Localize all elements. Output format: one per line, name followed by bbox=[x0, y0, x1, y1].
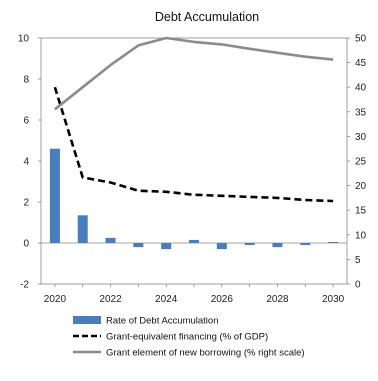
y2-tick-label: 0 bbox=[355, 280, 361, 291]
y-tick-label: 6 bbox=[23, 116, 29, 127]
line-grant-element bbox=[54, 36, 334, 111]
y-tick-label: 2 bbox=[23, 198, 29, 209]
bar-debt-accumulation bbox=[300, 243, 311, 246]
y2-tick-label: 50 bbox=[355, 34, 367, 45]
y-tick-label: 0 bbox=[23, 239, 29, 250]
y-tick-label: 8 bbox=[23, 75, 29, 86]
plot-frame bbox=[40, 37, 348, 285]
bar-debt-accumulation bbox=[216, 243, 227, 250]
plot-area: -2 0 2 4 6 8 10 0 5 10 15 20 25 30 35 40 45 50 2020 2022 202… bbox=[18, 34, 367, 306]
bar-debt-accumulation bbox=[328, 241, 339, 243]
bar-debt-accumulation bbox=[244, 243, 255, 246]
line-grant-equivalent-financing bbox=[53, 86, 334, 203]
y2-tick-label: 40 bbox=[355, 83, 367, 94]
y-tick-label: 10 bbox=[18, 34, 30, 45]
bar-debt-accumulation bbox=[161, 243, 172, 250]
x-tick-label: 2022 bbox=[99, 294, 122, 305]
legend-label: Grant element of new borrowing (% right … bbox=[106, 348, 305, 359]
y2-tick-label: 20 bbox=[355, 181, 367, 192]
bar-debt-accumulation bbox=[272, 243, 283, 248]
x-tick-label: 2024 bbox=[155, 294, 178, 305]
x-tick-label: 2026 bbox=[211, 294, 234, 305]
legend-label: Rate of Debt Accumulation bbox=[106, 316, 218, 327]
y2-tick-label: 25 bbox=[355, 157, 367, 168]
y2-tick-label: 5 bbox=[355, 255, 361, 266]
bar-debt-accumulation bbox=[49, 148, 60, 243]
x-tick-label: 2028 bbox=[266, 294, 289, 305]
y2-tick-label: 15 bbox=[355, 206, 367, 217]
legend-swatch-bar bbox=[73, 316, 101, 324]
bar-debt-accumulation bbox=[189, 239, 199, 243]
y2-tick-label: 35 bbox=[355, 107, 367, 118]
bar-debt-accumulation bbox=[105, 237, 116, 243]
y2-tick-label: 30 bbox=[355, 132, 367, 143]
y2-tick-label: 10 bbox=[355, 230, 367, 241]
bar-debt-accumulation bbox=[77, 215, 88, 243]
y2-tick-label: 45 bbox=[355, 58, 367, 69]
x-tick-label: 2020 bbox=[44, 294, 67, 305]
x-tick-label: 2030 bbox=[322, 294, 345, 305]
y-tick-label: 4 bbox=[23, 157, 29, 168]
legend-label: Grant-equivalent financing (% of GDP) bbox=[106, 332, 268, 343]
chart-title: Debt Accumulation bbox=[155, 10, 259, 24]
y-tick-label: -2 bbox=[20, 280, 29, 291]
bar-debt-accumulation bbox=[133, 243, 144, 248]
legend: Rate of Debt Accumulation Grant-equivalen… bbox=[73, 316, 305, 359]
